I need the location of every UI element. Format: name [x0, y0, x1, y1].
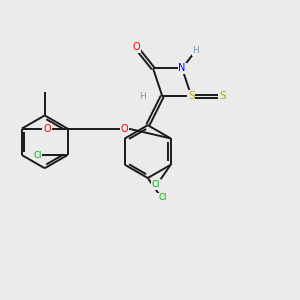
Text: O: O	[43, 124, 51, 134]
Text: Cl: Cl	[33, 151, 41, 160]
Text: H: H	[193, 46, 199, 55]
Text: Cl: Cl	[158, 193, 166, 202]
Text: S: S	[219, 91, 226, 101]
Text: O: O	[121, 124, 129, 134]
Text: Cl: Cl	[152, 180, 160, 189]
Text: N: N	[178, 63, 186, 74]
Text: O: O	[133, 42, 140, 52]
Text: H: H	[139, 92, 146, 100]
Text: S: S	[188, 91, 195, 101]
